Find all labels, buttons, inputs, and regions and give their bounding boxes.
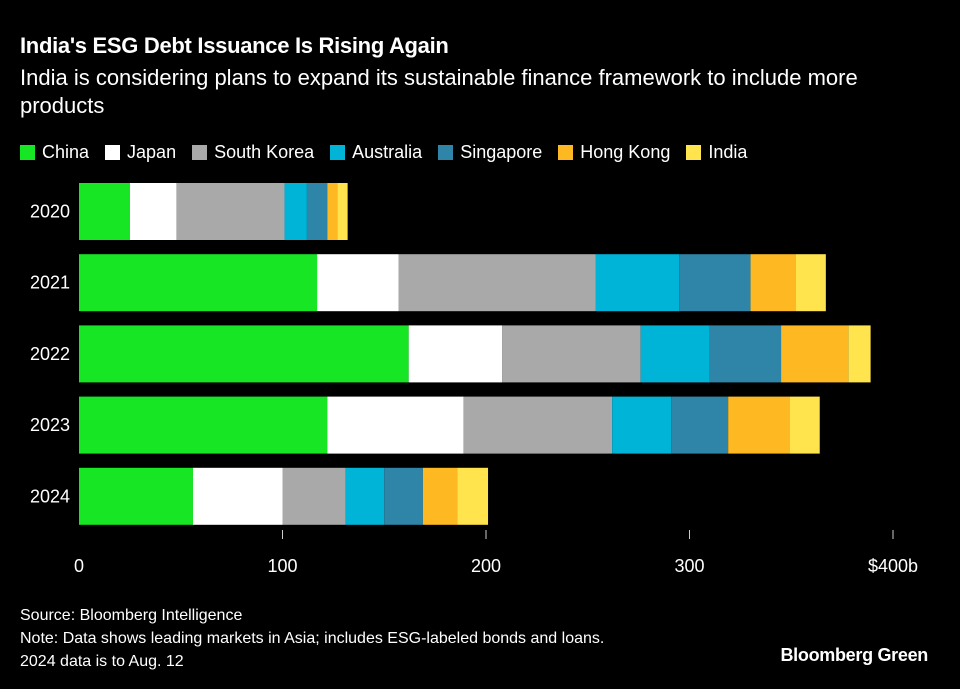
bar-segment-south-korea-2020 [176,183,285,240]
bar-segment-australia-2021 [595,254,680,312]
category-label-2024: 2024 [30,486,70,506]
bar-segment-australia-2020 [284,183,307,240]
bar-segment-india-2020 [337,183,348,240]
legend: China Japan South Korea Australia Singapore H… [20,142,763,163]
legend-swatch [105,145,121,160]
x-tick-label: $400b [868,556,918,576]
legend-item-japan: Japan [105,142,176,163]
legend-swatch [20,145,35,160]
bar-segment-china-2020 [79,183,130,240]
bar-segment-south-korea-2021 [398,254,596,312]
x-tick-label: 200 [471,556,501,576]
legend-label: Japan [127,142,177,162]
legend-item-australia: Australia [330,142,422,163]
bar-segment-singapore-2024 [384,467,423,525]
legend-item-india: India [686,142,747,163]
bar-segment-china-2023 [79,396,328,454]
bar-segment-japan-2021 [317,254,399,312]
bar-segment-india-2024 [457,467,489,525]
category-label-2021: 2021 [30,273,70,293]
bar-segment-australia-2023 [612,396,672,454]
bar-segment-singapore-2020 [306,183,328,240]
bar-segment-south-korea-2022 [502,325,641,383]
legend-label: Australia [352,142,423,162]
bar-segment-hong-kong-2022 [781,325,849,383]
source-text: Source: Bloomberg Intelligence [20,607,243,624]
bar-segment-singapore-2022 [709,325,782,383]
bar-segment-india-2022 [848,325,871,383]
legend-label: India [708,142,748,162]
legend-item-hong-kong: Hong Kong [558,142,670,163]
legend-item-china: China [20,142,89,163]
bar-segment-south-korea-2024 [282,467,346,525]
bar-segment-australia-2022 [640,325,710,383]
brand-logo: Bloomberg Green [780,645,928,665]
bar-segment-singapore-2021 [679,254,751,312]
bar-segment-china-2024 [79,467,193,525]
stacked-bar-chart: 2020 2021 2022 2023 2024 0 100 200 300 $400b [30,183,918,576]
note-text: Note: Data shows leading markets in Asia… [20,630,605,647]
legend-item-south-korea: South Korea [192,142,314,163]
bar-segment-hong-kong-2023 [728,396,790,454]
note-text-2: 2024 data is to Aug. 12 [20,653,184,670]
legend-item-singapore: Singapore [438,142,542,163]
bar-segment-japan-2023 [327,396,464,454]
bar-segment-hong-kong-2021 [750,254,796,312]
legend-swatch [192,145,208,160]
chart-title: India's ESG Debt Issuance Is Rising Agai… [20,33,449,58]
x-tick-label: 0 [74,556,84,576]
legend-label: Hong Kong [580,142,671,162]
legend-label: Singapore [460,142,543,162]
bar-segment-india-2021 [795,254,826,312]
bar-segment-hong-kong-2020 [327,183,338,240]
bar-segment-india-2023 [789,396,820,454]
bar-segment-china-2022 [79,325,409,383]
bar-segment-south-korea-2023 [463,396,613,454]
bar-segment-china-2021 [79,254,318,312]
legend-swatch [438,145,454,160]
legend-swatch [330,145,346,160]
bar-segment-australia-2024 [345,467,385,525]
x-tick-label: 100 [267,556,297,576]
chart-subtitle: India is considering plans to expand its… [20,65,858,118]
bar-segment-japan-2022 [408,325,503,383]
category-label-2022: 2022 [30,344,70,364]
legend-swatch [686,145,702,160]
bar-segment-singapore-2023 [671,396,729,454]
x-tick-label: 300 [674,556,704,576]
footer: Source: Bloomberg Intelligence Note: Dat… [20,604,604,673]
bar-segment-japan-2024 [192,467,283,525]
legend-label: South Korea [214,142,315,162]
bar-segment-japan-2020 [129,183,177,240]
legend-swatch [558,145,574,160]
category-label-2023: 2023 [30,415,70,435]
bar-segment-hong-kong-2024 [422,467,458,525]
legend-label: China [42,142,90,162]
category-label-2020: 2020 [30,202,70,222]
